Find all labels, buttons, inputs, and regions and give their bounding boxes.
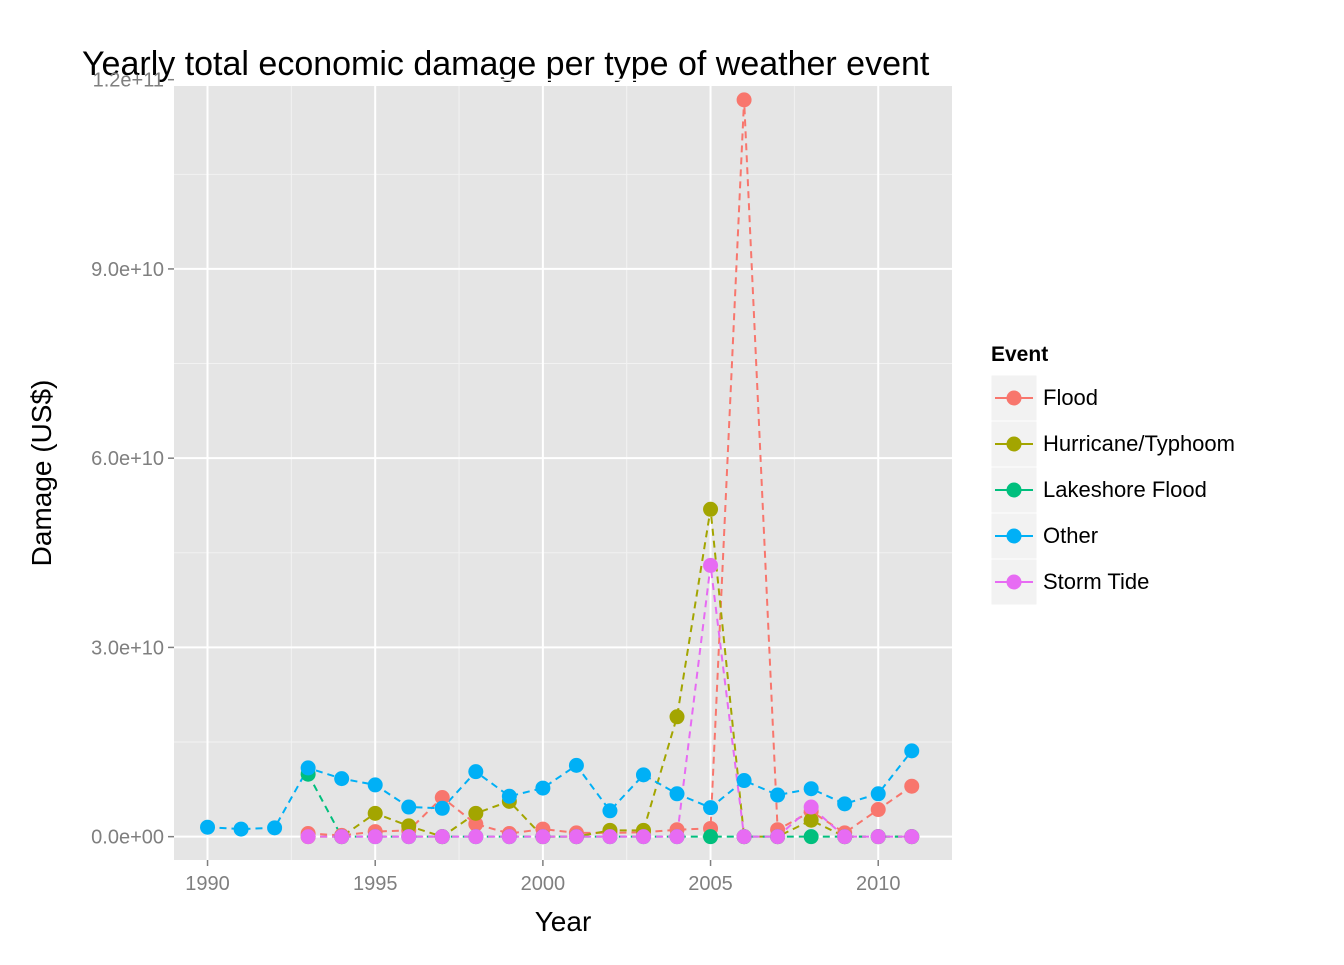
legend-item-flood: Flood bbox=[990, 374, 1098, 422]
x-tick-label: 2000 bbox=[521, 873, 566, 895]
legend-key-point bbox=[1006, 574, 1022, 590]
data-point-other bbox=[468, 764, 484, 780]
x-tick-label: 2005 bbox=[688, 873, 733, 895]
series-line-other bbox=[207, 750, 913, 831]
legend-key-point bbox=[1006, 390, 1022, 406]
data-point-flood bbox=[736, 92, 752, 108]
data-point-hurricane-typhoom bbox=[669, 709, 685, 725]
data-point-other bbox=[870, 786, 886, 802]
legend-key-point bbox=[1006, 482, 1022, 498]
legend-label: Other bbox=[1043, 523, 1098, 548]
data-point-storm-tide bbox=[635, 829, 651, 845]
y-tick-label: 3.0e+10 bbox=[91, 637, 164, 659]
x-tick-label: 1995 bbox=[353, 873, 398, 895]
data-point-other bbox=[770, 787, 786, 803]
data-point-storm-tide bbox=[602, 829, 618, 845]
data-point-storm-tide bbox=[770, 829, 786, 845]
data-point-flood bbox=[468, 816, 484, 832]
grid-minor bbox=[174, 86, 952, 860]
legend-key-point bbox=[1006, 436, 1022, 452]
legend-key-point bbox=[1006, 528, 1022, 544]
legend-label: Lakeshore Flood bbox=[1043, 477, 1207, 502]
data-point-storm-tide bbox=[334, 829, 350, 845]
data-point-other bbox=[904, 743, 920, 759]
data-point-other bbox=[300, 760, 316, 776]
data-point-flood bbox=[434, 790, 450, 806]
data-point-other bbox=[535, 780, 551, 796]
data-point-other bbox=[334, 771, 350, 787]
data-point-storm-tide bbox=[669, 829, 685, 845]
x-tick-label: 1990 bbox=[185, 873, 230, 895]
legend-title: Event bbox=[991, 343, 1048, 366]
legend: Event Flood Hurricane/Typhoom Lakeshore Fl… bbox=[990, 343, 1235, 606]
x-axis-label: Year bbox=[535, 906, 592, 937]
data-point-other bbox=[803, 781, 819, 797]
data-point-other bbox=[736, 773, 752, 789]
data-point-other bbox=[501, 788, 517, 804]
y-tick-label: 1.2e+11 bbox=[93, 70, 164, 92]
data-point-hurricane-typhoom bbox=[468, 805, 484, 821]
data-point-lakeshore-flood bbox=[703, 829, 719, 845]
data-point-storm-tide bbox=[837, 829, 853, 845]
data-point-storm-tide bbox=[401, 829, 417, 845]
data-point-hurricane-typhoom bbox=[367, 805, 383, 821]
legend-label: Flood bbox=[1043, 385, 1098, 410]
data-point-other bbox=[669, 786, 685, 802]
y-tick-label: 6.0e+10 bbox=[91, 448, 164, 470]
data-point-lakeshore-flood bbox=[803, 829, 819, 845]
data-point-other bbox=[367, 777, 383, 793]
legend-item-other: Other bbox=[990, 512, 1098, 560]
y-tick-label: 0.0e+00 bbox=[91, 827, 164, 849]
data-point-hurricane-typhoom bbox=[401, 818, 417, 834]
data-point-other bbox=[703, 800, 719, 816]
data-point-storm-tide bbox=[535, 829, 551, 845]
data-point-flood bbox=[904, 778, 920, 794]
data-point-other bbox=[434, 800, 450, 816]
data-point-storm-tide bbox=[703, 557, 719, 573]
data-point-storm-tide bbox=[501, 829, 517, 845]
data-point-other bbox=[635, 767, 651, 783]
series-points bbox=[200, 92, 920, 845]
legend-item-storm-tide: Storm Tide bbox=[990, 558, 1149, 606]
data-point-storm-tide bbox=[568, 829, 584, 845]
x-axis: 1990 1995 2000 2005 2010 bbox=[185, 860, 900, 895]
data-point-storm-tide bbox=[904, 829, 920, 845]
x-tick-label: 2010 bbox=[856, 873, 901, 895]
data-point-storm-tide bbox=[434, 829, 450, 845]
data-point-storm-tide bbox=[803, 799, 819, 815]
chart-title: Yearly total economic damage per type of… bbox=[82, 45, 930, 83]
legend-items: Flood Hurricane/Typhoom Lakeshore Flood Oth… bbox=[990, 374, 1235, 606]
data-point-storm-tide bbox=[468, 829, 484, 845]
legend-item-lakeshore-flood: Lakeshore Flood bbox=[990, 466, 1207, 514]
y-tick-label: 9.0e+10 bbox=[91, 259, 164, 281]
data-point-hurricane-typhoom bbox=[803, 812, 819, 828]
legend-label: Storm Tide bbox=[1043, 569, 1149, 594]
data-point-storm-tide bbox=[870, 829, 886, 845]
data-point-other bbox=[837, 796, 853, 812]
y-axis: 0.0e+00 3.0e+10 6.0e+10 9.0e+10 1.2e+11 bbox=[91, 70, 174, 849]
data-point-flood bbox=[870, 802, 886, 818]
data-point-other bbox=[568, 757, 584, 773]
legend-item-hurricane-typhoom: Hurricane/Typhoom bbox=[990, 420, 1235, 468]
data-point-other bbox=[267, 820, 283, 836]
legend-label: Hurricane/Typhoom bbox=[1043, 431, 1235, 456]
data-point-storm-tide bbox=[367, 829, 383, 845]
data-point-storm-tide bbox=[736, 829, 752, 845]
plot-panel bbox=[174, 86, 952, 860]
data-point-other bbox=[200, 819, 216, 835]
data-point-other bbox=[233, 821, 249, 837]
data-point-hurricane-typhoom bbox=[703, 501, 719, 517]
data-point-other bbox=[401, 799, 417, 815]
data-point-storm-tide bbox=[300, 829, 316, 845]
y-axis-label: Damage (US$) bbox=[26, 380, 57, 567]
data-point-other bbox=[602, 803, 618, 819]
